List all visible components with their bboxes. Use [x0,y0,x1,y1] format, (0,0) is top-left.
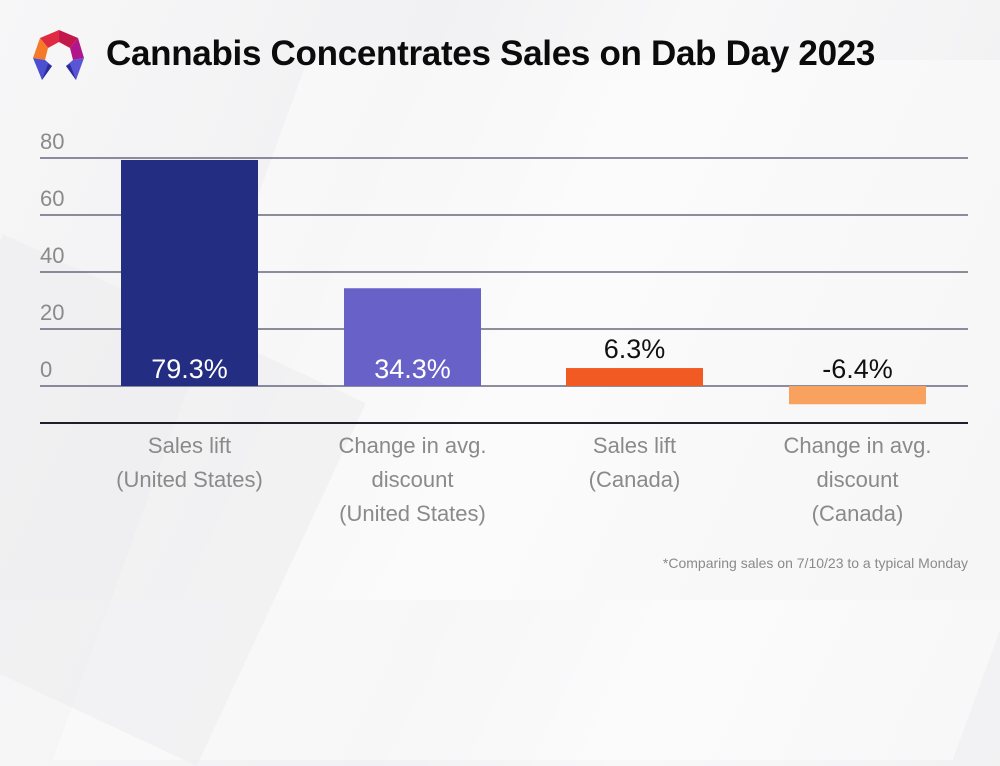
polygon-logo-icon [33,30,84,80]
bar [121,159,258,386]
x-tick-label: Change in avg. [784,433,932,458]
bar-chart: 0 20 40 60 80 79.3% Sales lift (United States) 3… [40,129,968,526]
x-tick-label: Change in avg. [339,433,487,458]
data-label: 79.3% [151,354,228,384]
x-tick-label: discount [817,467,899,492]
x-tick-label: (United States) [339,501,486,526]
x-tick-label: Sales lift [593,433,676,458]
y-tick-label: 40 [40,243,64,268]
x-tick-label: (Canada) [812,501,904,526]
x-tick-label: (United States) [116,467,263,492]
data-label: -6.4% [822,354,893,384]
x-tick-label: (Canada) [589,467,681,492]
footnote: *Comparing sales on 7/10/23 to a typical… [662,555,968,571]
bar [566,368,703,386]
y-tick-label: 60 [40,186,64,211]
x-tick-label: discount [372,467,454,492]
y-tick-label: 80 [40,129,64,154]
chart-title: Cannabis Concentrates Sales on Dab Day 2… [106,34,876,73]
x-tick-label: Sales lift [148,433,231,458]
bar [789,386,926,405]
data-label: 34.3% [374,354,451,384]
bar [344,288,481,386]
data-label: 6.3% [604,334,666,364]
y-tick-label: 0 [40,357,52,382]
y-tick-label: 20 [40,300,64,325]
